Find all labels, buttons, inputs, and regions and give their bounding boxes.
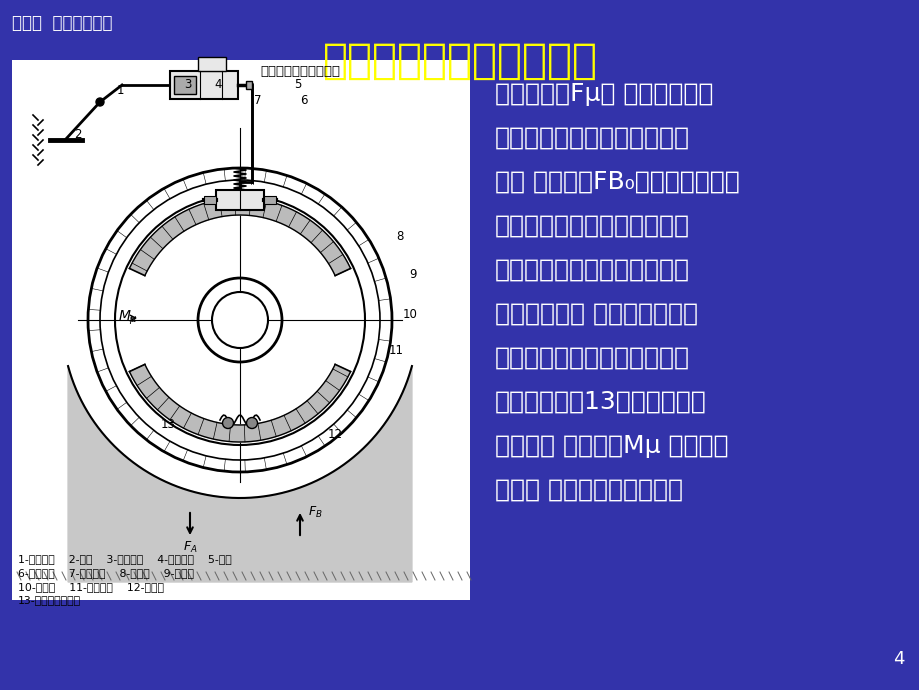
Text: $F_B$: $F_B$ [308, 504, 323, 520]
Text: 1-制动踏板    2-推杆    3-主缸活塞    4-制动主缸    5-油管: 1-制动踏板 2-推杆 3-主缸活塞 4-制动主缸 5-油管 [18, 554, 232, 564]
Circle shape [222, 417, 233, 428]
Bar [174, 76, 196, 94]
Bar [204, 196, 216, 204]
Text: 车轮作用着一个向后的反作用: 车轮作用着一个向后的反作用 [494, 126, 689, 150]
Text: 13: 13 [161, 419, 176, 431]
Text: 力， 即制动力FB₀。制动力由车轮: 力， 即制动力FB₀。制动力由车轮 [494, 170, 739, 194]
Text: 和悬架传给车架及车身，迫使: 和悬架传给车架及车身，迫使 [494, 214, 689, 238]
Text: 11: 11 [388, 344, 403, 357]
Text: 回原位， 摩擦力矩Mμ 和制动力: 回原位， 摩擦力矩Mμ 和制动力 [494, 434, 728, 458]
Text: 整个汽车产生一定的减速度。: 整个汽车产生一定的减速度。 [494, 258, 689, 282]
Bar [264, 196, 276, 204]
Circle shape [211, 292, 267, 348]
Text: $F_A$: $F_A$ [183, 540, 197, 555]
Text: 越大。当放开制动踏板时，制: 越大。当放开制动踏板时，制 [494, 346, 689, 370]
Text: 4: 4 [214, 77, 221, 90]
Polygon shape [68, 366, 412, 582]
Text: 动蹄回位弹簧13即将制动蹄拉: 动蹄回位弹簧13即将制动蹄拉 [494, 390, 706, 414]
Polygon shape [130, 198, 350, 275]
Text: 5: 5 [294, 77, 301, 90]
Text: 7: 7 [254, 94, 262, 106]
Bar [12, 60, 470, 600]
Text: 制动系工作原理示意图: 制动系工作原理示意图 [260, 65, 340, 78]
Circle shape [96, 98, 104, 106]
Text: 13-制动蹄回位弹簧: 13-制动蹄回位弹簧 [18, 595, 81, 605]
Text: 2: 2 [74, 128, 82, 141]
Bar [216, 190, 264, 210]
Text: 消失， 制动作用即行消失。: 消失， 制动作用即行消失。 [494, 478, 682, 502]
Text: 前的周缘力Fμ， 同时路面也对: 前的周缘力Fμ， 同时路面也对 [494, 82, 712, 106]
Text: $M_\mu$: $M_\mu$ [118, 309, 138, 327]
Bar [170, 71, 238, 99]
Text: 9: 9 [409, 268, 416, 282]
Text: 制动力越大， 则汽车减速度也: 制动力越大， 则汽车减速度也 [494, 302, 698, 326]
Text: 6: 6 [300, 94, 308, 106]
Bar [245, 81, 252, 89]
Text: 第一节  制动系统概述: 第一节 制动系统概述 [12, 14, 112, 32]
Text: 二、制动原理工作示意图: 二、制动原理工作示意图 [323, 40, 596, 82]
Text: 1: 1 [116, 83, 124, 97]
Text: 4: 4 [892, 650, 904, 668]
Text: 10-制动蹄    11-制动底板    12-支承销: 10-制动蹄 11-制动底板 12-支承销 [18, 582, 164, 592]
Text: 10: 10 [403, 308, 417, 322]
Polygon shape [130, 364, 350, 442]
Text: 8: 8 [396, 230, 403, 244]
Bar [198, 57, 226, 71]
Text: 3: 3 [184, 77, 191, 90]
Circle shape [246, 417, 257, 428]
Text: 12: 12 [327, 428, 342, 442]
Text: 6-制动轮缸    7-制动活塞    8-制动鼓    9-摩擦片: 6-制动轮缸 7-制动活塞 8-制动鼓 9-摩擦片 [18, 568, 194, 578]
